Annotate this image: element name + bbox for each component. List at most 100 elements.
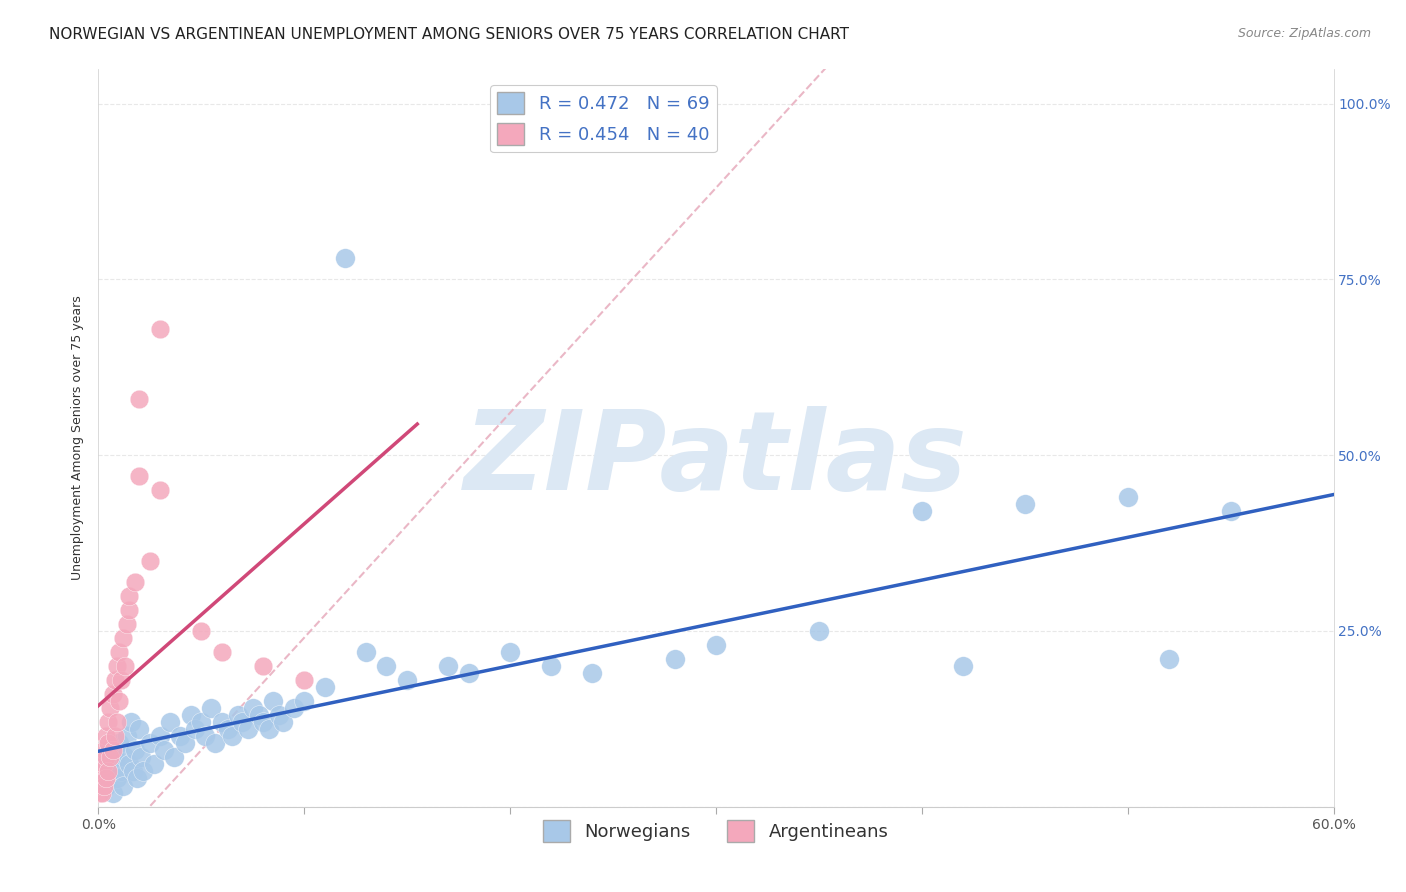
Point [335, 252, 357, 266]
Point [149, 321, 172, 335]
Point [101, 743, 124, 757]
Point [122, 764, 145, 779]
Point [91, 764, 114, 779]
Point [1219, 504, 1241, 518]
Point [807, 624, 830, 638]
Point [110, 673, 132, 687]
Point [457, 666, 479, 681]
Point [242, 701, 264, 715]
Point [89, 785, 111, 799]
Point [91, 785, 114, 799]
Point [138, 553, 160, 567]
Point [499, 645, 522, 659]
Text: ZIPatlas: ZIPatlas [464, 406, 967, 513]
Point [97, 764, 120, 779]
Point [354, 645, 377, 659]
Point [118, 589, 141, 603]
Point [194, 729, 217, 743]
Y-axis label: Unemployment Among Seniors over 75 years: Unemployment Among Seniors over 75 years [72, 295, 84, 580]
Point [149, 729, 172, 743]
Point [231, 715, 253, 730]
Point [114, 659, 136, 673]
Point [395, 673, 418, 687]
Point [952, 659, 974, 673]
Point [159, 715, 181, 730]
Point [114, 750, 136, 764]
Point [211, 645, 233, 659]
Point [273, 715, 295, 730]
Point [124, 574, 146, 589]
Point [1014, 497, 1036, 511]
Point [107, 736, 129, 750]
Text: NORWEGIAN VS ARGENTINEAN UNEMPLOYMENT AMONG SENIORS OVER 75 YEARS CORRELATION CH: NORWEGIAN VS ARGENTINEAN UNEMPLOYMENT AM… [49, 27, 849, 42]
Point [104, 729, 127, 743]
Point [131, 750, 153, 764]
Point [911, 504, 934, 518]
Point [100, 743, 122, 757]
Point [153, 743, 176, 757]
Point [314, 680, 336, 694]
Point [96, 779, 118, 793]
Point [101, 785, 124, 799]
Point [217, 723, 239, 737]
Point [128, 392, 150, 406]
Point [107, 645, 129, 659]
Point [138, 736, 160, 750]
Point [540, 659, 562, 673]
Point [247, 708, 270, 723]
Point [292, 694, 315, 708]
Point [169, 729, 191, 743]
Point [292, 673, 315, 687]
Point [93, 757, 115, 772]
Point [200, 701, 222, 715]
Point [221, 729, 243, 743]
Point [118, 757, 141, 772]
Point [93, 743, 115, 757]
Point [252, 659, 274, 673]
Point [124, 743, 146, 757]
Point [269, 708, 291, 723]
Point [262, 694, 284, 708]
Point [128, 723, 150, 737]
Point [93, 757, 115, 772]
Point [283, 701, 305, 715]
Point [257, 723, 280, 737]
Point [184, 723, 207, 737]
Point [104, 673, 127, 687]
Point [105, 715, 128, 730]
Point [190, 624, 212, 638]
Point [127, 772, 149, 786]
Point [100, 750, 122, 764]
Point [704, 638, 727, 652]
Text: Source: ZipAtlas.com: Source: ZipAtlas.com [1237, 27, 1371, 40]
Point [1116, 491, 1139, 505]
Point [128, 469, 150, 483]
Point [104, 750, 127, 764]
Point [101, 687, 124, 701]
Point [211, 715, 233, 730]
Point [118, 603, 141, 617]
Point [190, 715, 212, 730]
Point [204, 736, 226, 750]
Point [97, 764, 120, 779]
Point [238, 723, 260, 737]
Point [105, 659, 128, 673]
Legend: R = 0.472   N = 69, R = 0.454   N = 40: R = 0.472 N = 69, R = 0.454 N = 40 [491, 85, 717, 153]
Point [89, 779, 111, 793]
Point [142, 757, 165, 772]
Point [252, 715, 274, 730]
Point [110, 764, 132, 779]
Point [107, 694, 129, 708]
Point [664, 652, 686, 666]
Point [149, 483, 172, 498]
Point [97, 715, 120, 730]
Point [96, 772, 118, 786]
Point [91, 772, 114, 786]
Point [1157, 652, 1180, 666]
Point [120, 715, 142, 730]
Point [180, 708, 202, 723]
Point [115, 729, 138, 743]
Point [163, 750, 186, 764]
Point [100, 701, 122, 715]
Point [93, 779, 115, 793]
